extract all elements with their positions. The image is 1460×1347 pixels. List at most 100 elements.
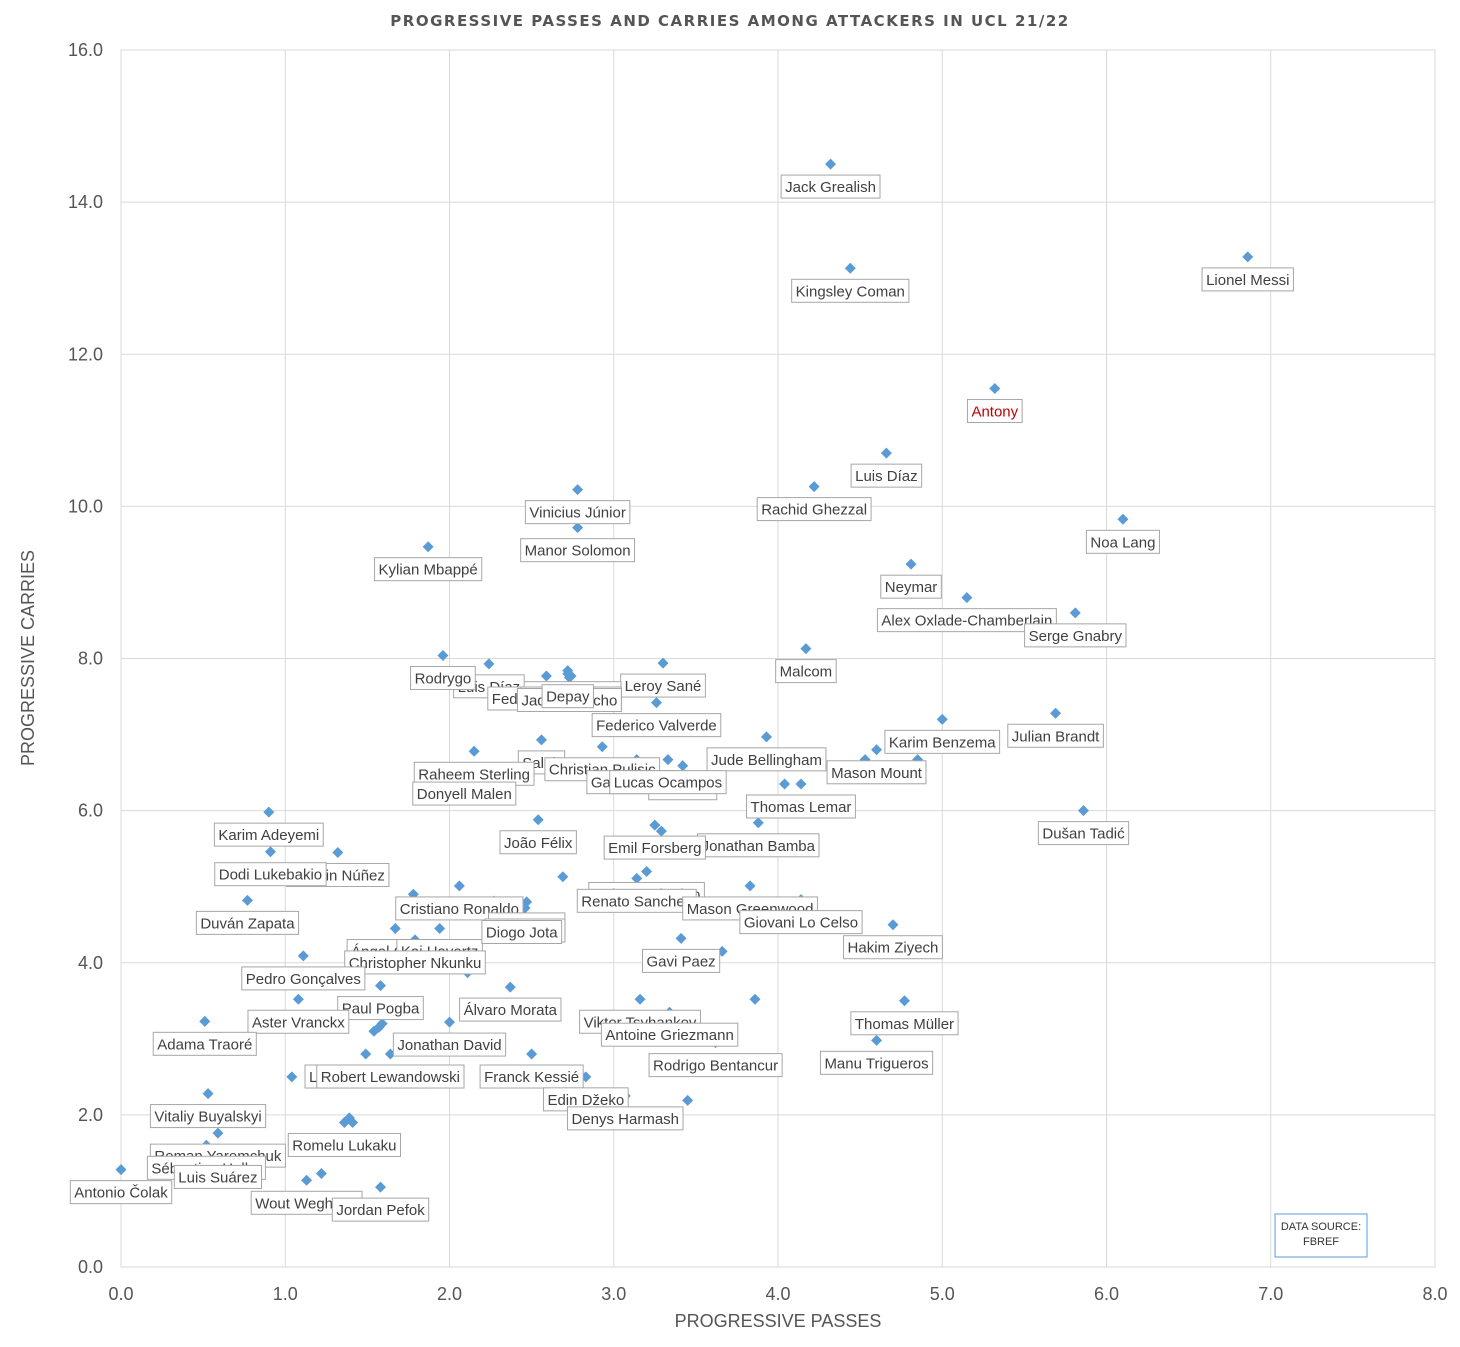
- data-label-box: [459, 997, 562, 1022]
- data-label-box: [247, 1009, 350, 1034]
- data-label-text: João Félix: [504, 835, 573, 852]
- data-label: Serge Gnabry: [1024, 623, 1127, 648]
- data-point: [631, 872, 643, 884]
- data-label-box: [775, 659, 837, 684]
- data-label-box: [566, 1106, 684, 1131]
- data-label: Diogo Jota: [481, 920, 563, 945]
- data-label-text: Paul Pogba: [342, 1001, 420, 1018]
- data-point: [115, 1164, 127, 1176]
- data-label-text: Karim Benzema: [889, 734, 996, 751]
- data-label-box: [966, 398, 1023, 423]
- data-point: [657, 657, 669, 669]
- data-label: Álvaro Morata: [459, 997, 562, 1022]
- data-label: Hakim Ziyech: [843, 935, 943, 960]
- data-point: [375, 1181, 387, 1193]
- data-label-text: Antoine Griezmann: [605, 1027, 733, 1044]
- data-point: [844, 262, 856, 274]
- data-label: Duván Zapata: [195, 910, 300, 935]
- data-label-box: [316, 1064, 465, 1089]
- data-point: [422, 541, 434, 553]
- data-label-text: Robert Lewandowski: [321, 1069, 460, 1086]
- data-point: [347, 1116, 359, 1128]
- plot-area: [120, 49, 1436, 1268]
- data-label: Kingsley Coman: [791, 278, 910, 303]
- data-label-box: [344, 950, 486, 975]
- data-label-text: Raheem Sterling: [418, 766, 530, 783]
- data-label-text: Luis Díaz: [855, 468, 918, 485]
- data-label-box: [173, 1164, 263, 1189]
- data-label: Alex Oxlade-Chamberlain: [876, 608, 1057, 633]
- data-label: Jude Bellingham: [706, 747, 827, 772]
- data-label-box: [412, 781, 517, 806]
- y-tick-label: 12.0: [68, 344, 103, 364]
- data-label: Rodrigo Bentancur: [648, 1053, 783, 1078]
- data-label: Paul Pogba: [337, 996, 424, 1021]
- data-label: Manu Trigueros: [819, 1050, 934, 1075]
- data-label-text: Emil Forsberg: [608, 840, 701, 857]
- data-label-text: Malcom: [780, 664, 833, 681]
- chart-title: PROGRESSIVE PASSES AND CARRIES AMONG ATT…: [390, 12, 1069, 30]
- x-tick-label: 1.0: [273, 1284, 298, 1304]
- data-label-text: Giovani Lo Celso: [744, 915, 858, 932]
- data-label: Rodrygo: [410, 665, 476, 690]
- data-label-box: [826, 760, 927, 785]
- data-point: [761, 731, 773, 743]
- data-label: Lucas Ocampos: [609, 770, 727, 795]
- data-point: [535, 734, 547, 746]
- data-point: [264, 846, 276, 858]
- data-point: [1050, 707, 1062, 719]
- data-point: [675, 932, 687, 944]
- data-label: Karim Adeyemi: [213, 822, 324, 847]
- data-point: [677, 760, 689, 772]
- data-label-text: Donyell Malen: [417, 786, 512, 803]
- data-point: [572, 522, 584, 534]
- x-tick-label: 6.0: [1094, 1284, 1119, 1304]
- data-label-text: Julian Brandt: [1012, 728, 1100, 745]
- data-label-text: Jonathan Bamba: [702, 838, 816, 855]
- data-label-box: [241, 966, 366, 991]
- data-label-box: [591, 713, 722, 738]
- data-label-text: Lionel Messi: [1206, 272, 1289, 289]
- data-label-text: Luis Suárez: [178, 1169, 257, 1186]
- data-label-box: [739, 910, 863, 935]
- data-label-text: Depay: [546, 689, 590, 706]
- data-label-text: Renato Sanches: [581, 893, 692, 910]
- y-tick-label: 14.0: [68, 192, 103, 212]
- data-label-box: [152, 1031, 257, 1056]
- data-label-text: Diogo Jota: [486, 925, 558, 942]
- data-label: Romelu Lukaku: [287, 1132, 401, 1157]
- x-tick-label: 2.0: [437, 1284, 462, 1304]
- data-point: [961, 592, 973, 604]
- data-label-text: Rachid Ghezzal: [761, 502, 867, 519]
- x-tick-label: 7.0: [1258, 1284, 1283, 1304]
- data-label-box: [499, 830, 577, 855]
- data-label: Emil Forsberg: [603, 835, 706, 860]
- data-label-box: [213, 822, 324, 847]
- data-label: Donyell Malen: [412, 781, 517, 806]
- data-label-text: Dodi Lukebakio: [219, 867, 322, 884]
- data-label: Franck Kessié: [479, 1064, 584, 1089]
- data-label-text: Mason Mount: [831, 765, 923, 782]
- data-point: [532, 814, 544, 826]
- axis-ticks: 0.0 1.0 2.0 3.0 4.0 5.0 6.0 7.0 8.0 0.0 2.0 4.0 6.0 8…: [68, 40, 1448, 1304]
- data-point: [641, 865, 653, 877]
- data-point: [1078, 805, 1090, 817]
- data-point: [1069, 607, 1081, 619]
- data-label-box: [1037, 821, 1130, 846]
- data-label: Raheem Sterling: [413, 761, 535, 786]
- data-point: [808, 481, 820, 493]
- data-point: [825, 158, 837, 170]
- data-point: [871, 744, 883, 756]
- data-point: [286, 1071, 298, 1083]
- data-label: Julian Brandt: [1007, 723, 1104, 748]
- data-label-box: [520, 538, 636, 563]
- data-point: [887, 919, 899, 931]
- y-tick-label: 0.0: [78, 1257, 103, 1277]
- data-point: [389, 923, 401, 935]
- data-label-box: [706, 747, 827, 772]
- data-label-box: [69, 1180, 173, 1205]
- data-point: [360, 1048, 372, 1060]
- data-point: [905, 558, 917, 570]
- data-point: [649, 819, 661, 831]
- data-label-text: Vinicius Júnior: [529, 505, 625, 522]
